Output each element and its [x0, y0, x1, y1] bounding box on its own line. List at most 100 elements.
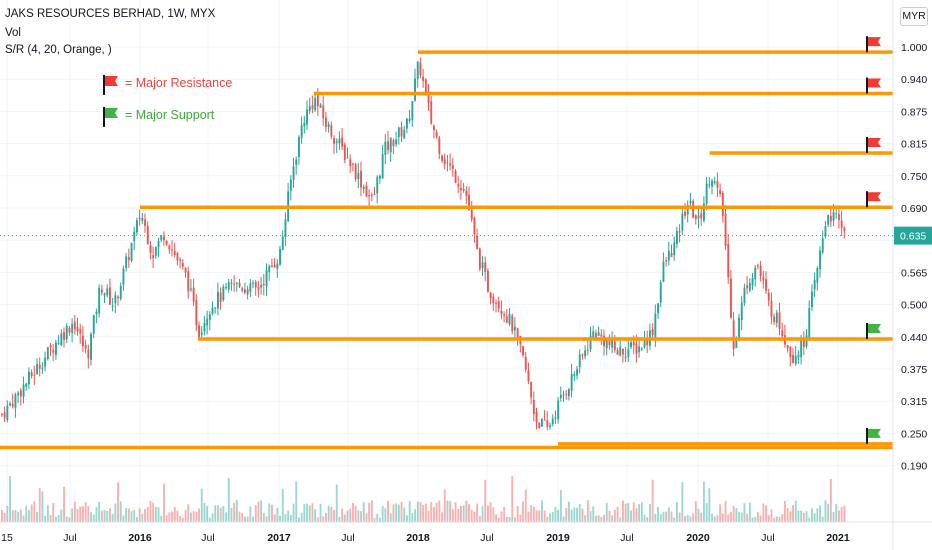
candle-body — [441, 155, 443, 161]
volume-bar — [203, 502, 206, 522]
candle-body — [106, 288, 109, 296]
volume-bar — [532, 506, 535, 522]
candlestick-series — [1, 57, 846, 431]
candle-body — [203, 322, 206, 332]
candle-body — [578, 354, 581, 368]
candle-body — [289, 179, 292, 191]
candle-body — [665, 260, 668, 262]
volume-bar — [451, 509, 454, 522]
volume-bar — [279, 515, 281, 522]
candle-body — [775, 312, 778, 323]
volume-bar — [98, 501, 101, 522]
volume-bar — [832, 511, 835, 522]
candle-body — [338, 138, 341, 144]
candle-body — [654, 313, 657, 338]
volume-bar — [17, 511, 20, 522]
volume-bar — [343, 514, 346, 522]
volume-bar — [792, 505, 794, 522]
volume-bar — [821, 516, 824, 522]
candle-body — [746, 285, 749, 289]
time-tick-label: 2019 — [546, 532, 570, 544]
candle-body — [554, 417, 557, 419]
volume-bar — [238, 511, 241, 522]
volume-bar — [370, 500, 373, 522]
time-tick-label: 2020 — [686, 532, 710, 544]
volume-bar — [487, 505, 489, 522]
candle-body — [738, 317, 740, 338]
candle-body — [241, 288, 244, 291]
candle-body — [57, 343, 60, 345]
candle-body — [708, 184, 711, 186]
candle-body — [416, 61, 419, 79]
volume-bar — [819, 505, 821, 522]
volume-bar — [789, 511, 792, 522]
volume-bar — [55, 516, 57, 522]
candle-body — [460, 187, 462, 191]
candle-body — [565, 393, 568, 395]
volume-bar — [657, 506, 659, 522]
resistance-flag-icon — [866, 77, 881, 94]
currency-button[interactable]: MYR — [900, 7, 928, 26]
candle-body — [478, 248, 481, 269]
volume-bar — [106, 510, 109, 522]
volume-bar — [381, 505, 384, 522]
volume-bar — [597, 515, 600, 522]
candle-body — [406, 118, 408, 129]
volume-bar — [38, 488, 41, 522]
candle-body — [292, 166, 295, 180]
candle-body — [114, 295, 117, 304]
volume-bar — [217, 505, 219, 522]
candle-body — [154, 246, 157, 256]
volume-bar — [811, 508, 813, 522]
candle-body — [767, 292, 770, 301]
candle-body — [235, 282, 238, 284]
candle-body — [735, 338, 738, 348]
legend-resistance-label: = Major Resistance — [125, 76, 233, 90]
candle-body — [816, 268, 819, 283]
sr-indicator-label[interactable]: S/R (4, 20, Orange, ) — [5, 44, 112, 56]
volume-bar — [349, 508, 352, 522]
volume-bar — [90, 512, 92, 522]
volume-bar — [292, 503, 295, 522]
volume-indicator-label[interactable]: Vol — [5, 27, 21, 39]
volume-bar — [252, 516, 254, 522]
candle-body — [632, 341, 635, 346]
candle-body — [754, 267, 757, 280]
volume-bar — [406, 515, 408, 522]
candle-body — [508, 313, 511, 325]
candle-body — [244, 289, 246, 293]
volume-bar — [63, 486, 65, 522]
candle-body — [149, 245, 152, 253]
candle-body — [273, 265, 276, 268]
volume-bar — [446, 500, 449, 522]
candle-body — [721, 193, 724, 216]
volume-bar — [784, 500, 786, 522]
candle-body — [330, 125, 333, 137]
candle-body — [373, 193, 376, 195]
volume-bar — [271, 504, 273, 522]
candle-body — [179, 259, 182, 261]
time-tick-label: 2016 — [128, 532, 152, 544]
candle-body — [230, 282, 233, 284]
candle-body — [468, 194, 470, 211]
candle-body — [446, 162, 449, 164]
price-tick-label: 0.565 — [901, 267, 927, 279]
candle-body — [805, 335, 808, 347]
candle-body — [254, 281, 257, 288]
volume-bar — [163, 483, 165, 522]
candle-body — [757, 265, 759, 267]
volume-bar — [397, 504, 400, 522]
candle-body — [257, 286, 260, 290]
time-axis[interactable]: 15 Jul 2016 Jul 2017 Jul 2018 Jul 2019 Jul 2020 Jul… — [0, 521, 932, 544]
candle-body — [44, 357, 47, 367]
flag-pole — [866, 77, 868, 94]
candle-body — [538, 422, 541, 429]
volume-bar — [576, 507, 578, 522]
level-flags — [866, 36, 881, 444]
candle-body — [697, 215, 700, 219]
volume-bar — [613, 509, 616, 522]
candle-body — [608, 338, 611, 346]
volume-bar — [478, 515, 481, 522]
